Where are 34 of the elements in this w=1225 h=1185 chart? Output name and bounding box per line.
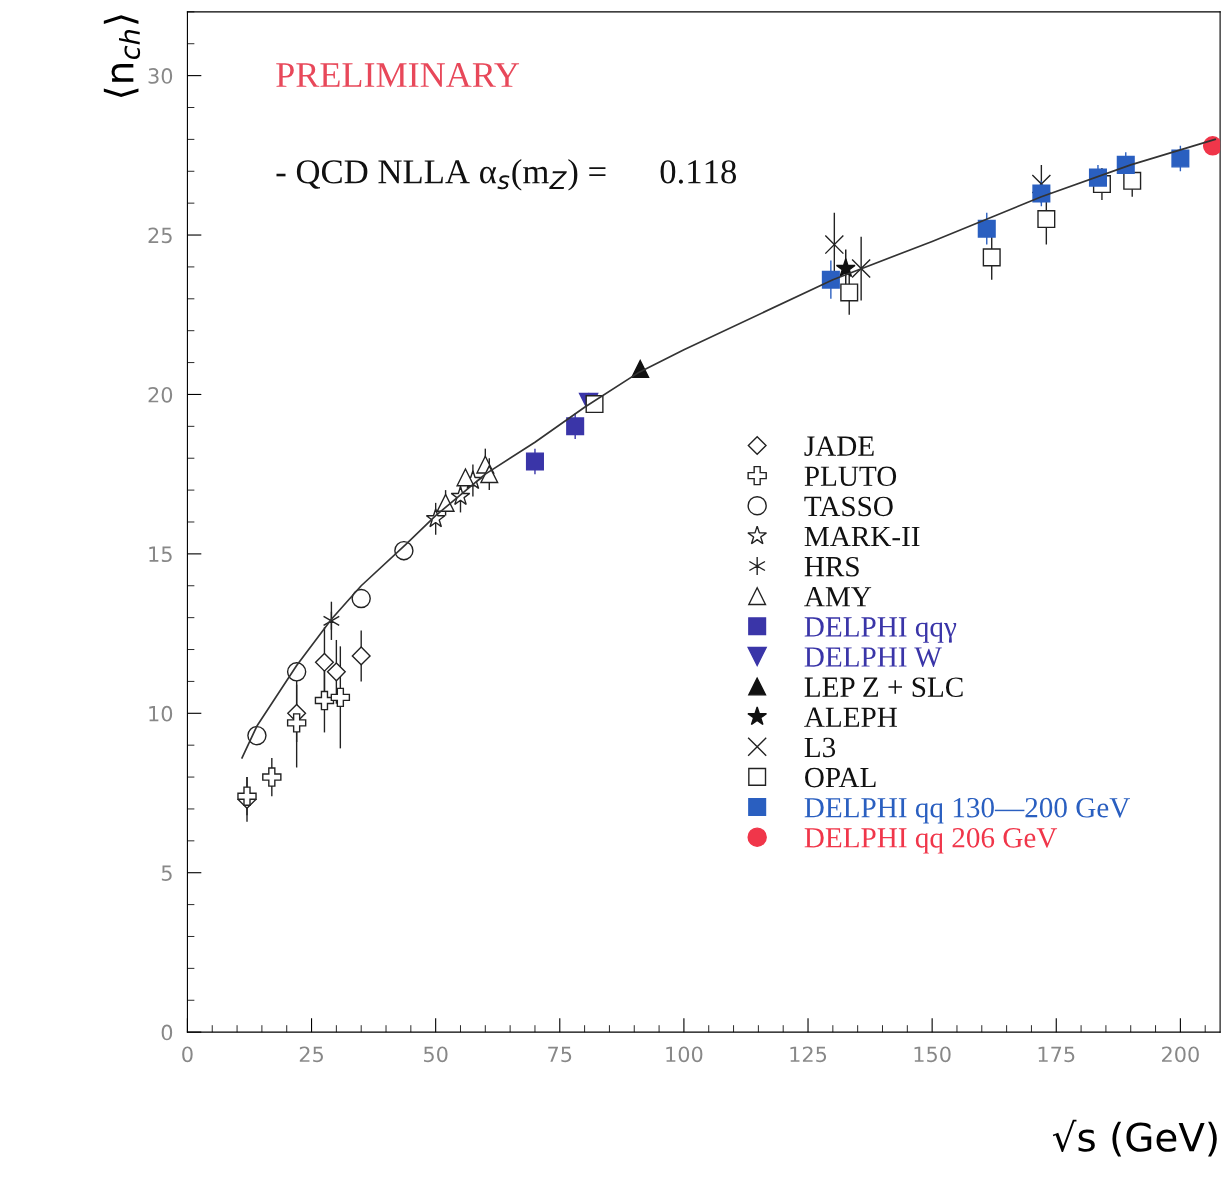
x-axis-title: √s (GeV): [1052, 1119, 1217, 1157]
x-tick-label: 200: [1162, 1046, 1199, 1063]
legend-label: HRS: [804, 556, 859, 577]
legend-label: JADE: [804, 436, 874, 456]
x-tick-label: 175: [1038, 1046, 1075, 1063]
x-tick-label: 0: [182, 1046, 193, 1063]
x-tick-label: 75: [548, 1046, 572, 1063]
legend-label: OPAL: [805, 767, 876, 788]
x-tick-label: 100: [666, 1046, 703, 1063]
legend-label: TASSO: [804, 496, 893, 517]
legend-label: DELPHI qq 130—200 GeV: [804, 797, 1130, 824]
x-tick-label: 25: [299, 1046, 323, 1063]
legend-label: MARK-II: [804, 526, 920, 547]
legend-label: LEP Z + SLC: [804, 677, 963, 698]
y-tick-label: 10: [149, 705, 173, 722]
y-tick-label: 15: [149, 546, 172, 563]
y-tick-label: 25: [148, 227, 172, 244]
legend-label: ALEPH: [804, 707, 897, 727]
legend-label: L3: [804, 737, 836, 758]
legend-label: DELPHI qqγ: [804, 617, 957, 643]
x-tick-label: 50: [424, 1046, 448, 1063]
legend-label: AMY: [804, 587, 872, 607]
x-tick-label: 150: [914, 1046, 951, 1063]
annotation: PRELIMINARY: [276, 63, 520, 87]
y-tick-label: 5: [161, 865, 172, 881]
y-axis-title: ⟨n$_{ch}$⟩: [103, 15, 141, 98]
x-tick-label: 125: [790, 1046, 827, 1063]
y-tick-label: 30: [148, 68, 173, 84]
y-tick-label: 0: [161, 1024, 173, 1041]
legend-label: DELPHI W: [804, 647, 942, 668]
annotation: - QCD NLLA α$_{s}$(m$_{Z}$) = 0.118: [276, 159, 737, 191]
legend-label: PLUTO: [804, 466, 897, 487]
y-tick-label: 20: [148, 386, 173, 403]
legend-label: DELPHI qq 206 GeV: [804, 827, 1058, 854]
